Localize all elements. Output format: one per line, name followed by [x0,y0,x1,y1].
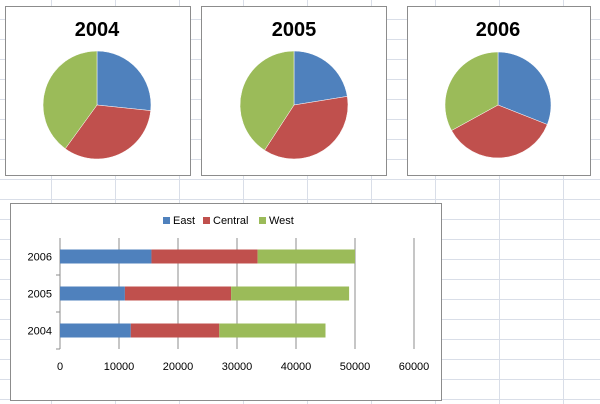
pie-chart-2006[interactable]: 2006 [407,6,591,176]
y-tick-label: 2005 [28,289,52,301]
legend-swatch-central [203,217,210,224]
x-tick-label: 60000 [399,361,430,373]
pie-slice-central[interactable] [264,96,349,160]
pie-slice-west[interactable] [239,50,295,151]
x-tick-label: 20000 [163,361,194,373]
bar-segment-east[interactable] [60,286,125,301]
pie-slice-central[interactable] [64,104,151,160]
bar-segment-central[interactable] [151,249,258,264]
pie-title: 2005 [272,19,317,41]
bar-segment-west[interactable] [231,286,350,301]
legend-swatch-west [259,217,266,224]
y-tick-label: 2004 [28,326,52,338]
pie-slice-west[interactable] [444,51,499,131]
legend-swatch-east [163,217,170,224]
stacked-bar-chart[interactable]: 0 10000 20000 30000 40000 50000 60000 2004 2005 2… [10,203,442,401]
legend-label-west: West [269,215,294,227]
pie-chart-2005[interactable]: 2005 [201,6,387,176]
legend-label-east: East [173,215,195,227]
x-tick-label: 30000 [222,361,253,373]
x-tick-label: 50000 [340,361,371,373]
bar-segment-east[interactable] [60,249,152,264]
bar-segment-west[interactable] [257,249,355,264]
pie-chart-2004[interactable]: 2004 [5,6,191,176]
x-tick-label: 40000 [281,361,312,373]
bar-segment-east[interactable] [60,323,131,338]
pie-slice-central[interactable] [451,104,548,159]
x-tick-label: 0 [57,361,63,373]
pie-title: 2006 [476,19,521,41]
stacked-bar-chart-svg: 0 10000 20000 30000 40000 50000 60000 2004 2005 2… [28,215,430,373]
pie-slice-west[interactable] [42,50,98,150]
pie-chart-2006-svg: 2006 [444,19,552,159]
pie-chart-2004-svg: 2004 [42,19,152,160]
y-tick-label: 2006 [28,252,52,264]
pie-slice-east[interactable] [96,50,152,111]
bar-segment-west[interactable] [219,323,326,338]
bar-segment-central[interactable] [130,323,220,338]
pie-title: 2004 [75,19,120,41]
pie-chart-2005-svg: 2005 [239,19,349,160]
x-tick-label: 10000 [104,361,135,373]
pie-slice-east[interactable] [497,51,552,125]
bar-segment-central[interactable] [124,286,232,301]
legend-label-central: Central [213,215,248,227]
pie-slice-east[interactable] [293,50,348,106]
